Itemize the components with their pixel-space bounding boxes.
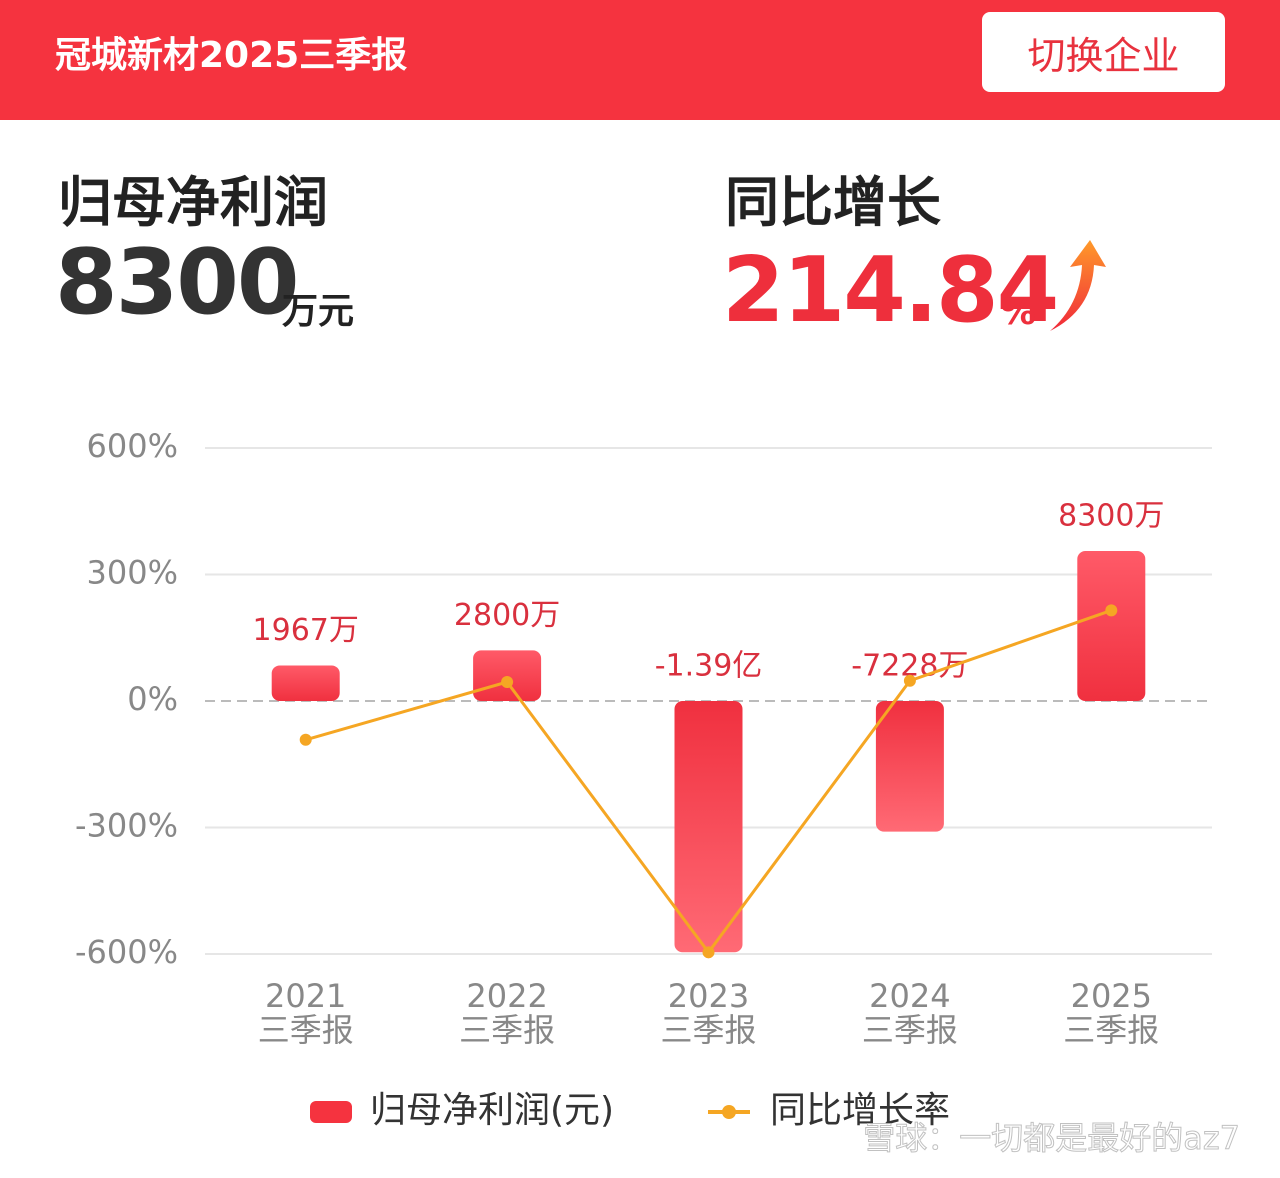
growth-label: 同比增长 [725,171,941,234]
bar [1077,551,1146,701]
x-tick-label: 三季报 [862,1011,958,1049]
header: 冠城新材2025三季报 切换企业 [0,0,1280,120]
point [1105,604,1118,617]
x-tick-label: 2024 [869,977,950,1015]
bar [473,650,542,701]
chart: 600%300%0%-300%-600%2021三季报2022三季报2023三季… [75,427,1241,1158]
y-tick-label: 600% [87,427,178,465]
growth-unit: % [1000,292,1037,333]
header-title: 冠城新材2025三季报 [55,35,408,76]
y-tick-label: -600% [75,933,178,971]
profit-unit: 万元 [282,291,355,332]
bar [271,665,340,701]
y-tick-label: 300% [87,554,178,592]
x-tick-label: 2025 [1071,977,1152,1015]
profit-label: 归母净利润 [58,171,328,234]
value-label: 2800万 [454,598,560,633]
bar [674,701,743,953]
value-label: 1967万 [253,613,359,648]
x-tick-label: 2022 [466,977,547,1015]
point [903,674,916,687]
bar [875,701,944,832]
value-label: -1.39亿 [655,649,763,684]
legend-swatch [310,1101,352,1123]
point [702,946,715,959]
legend-swatch [722,1105,736,1119]
point [299,733,312,746]
y-tick-label: 0% [127,680,178,718]
watermark: 雪球：一切都是最好的az7 [863,1119,1240,1157]
y-tick-label: -300% [75,807,178,845]
x-tick-label: 三季报 [459,1011,555,1049]
value-label: 8300万 [1058,499,1164,534]
profit-value: 8300 [55,230,299,335]
x-tick-label: 三季报 [258,1011,354,1049]
switch-button[interactable]: 切换企业 [982,12,1225,92]
x-tick-label: 2023 [668,977,749,1015]
x-tick-label: 三季报 [660,1011,756,1049]
up-arrow [1050,240,1106,331]
x-tick-label: 2021 [265,977,346,1015]
point [501,676,514,689]
legend-label: 同比增长率 [770,1090,950,1131]
x-tick-label: 三季报 [1063,1011,1159,1049]
growth-value: 214.84 [722,238,1059,343]
legend-label: 归母净利润(元) [370,1090,614,1131]
